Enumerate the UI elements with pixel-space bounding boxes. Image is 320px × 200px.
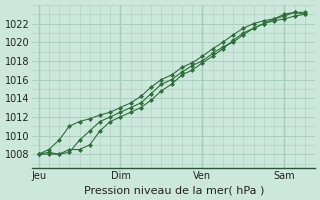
X-axis label: Pression niveau de la mer( hPa ): Pression niveau de la mer( hPa ) xyxy=(84,185,264,195)
